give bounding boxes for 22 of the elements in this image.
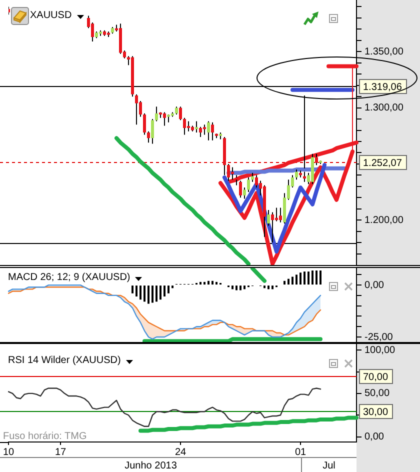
ref-line-label: 1.319,06 (363, 82, 402, 93)
x-tick-label: 01 (294, 446, 306, 458)
y-tick-label: 0,00 (364, 280, 384, 291)
x-tick-label: 17 (54, 446, 66, 458)
annotation: Fuso horário: TMG (3, 431, 87, 442)
text: Jul (322, 460, 336, 472)
ref-line-label: 70,00 (363, 372, 388, 383)
ref-line-label: 30,00 (363, 406, 388, 418)
y-tick-label: 100,00 (364, 344, 396, 356)
y-tick-label: -25,00 (364, 332, 394, 343)
chart-title: MACD 26; 12; 9 (XAUUSD) (8, 272, 130, 283)
text: RSI 14 Wilder (XAUUSD) (8, 355, 121, 366)
y-tick-label: 1.350,00 (364, 46, 404, 58)
y-tick-label: 1.200,00 (364, 214, 404, 226)
ref-line-label: 1.252,07 (363, 158, 402, 169)
x-tick-label: 24 (174, 446, 186, 458)
text: Junho 2013 (124, 460, 178, 472)
x-tick-label: 10 (2, 446, 14, 458)
y-tick-label: 1.300,00 (364, 102, 404, 114)
y-tick-label: 50,00 (364, 388, 390, 400)
text: XAUUSD (30, 10, 72, 21)
y-tick-label: 0,00 (364, 432, 384, 443)
